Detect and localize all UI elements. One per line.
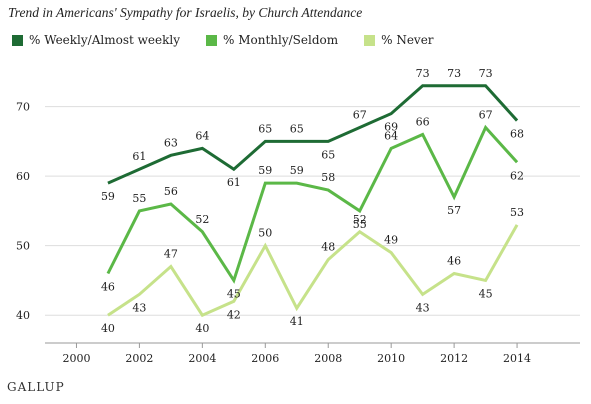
data-label-s2-2003: 47: [164, 248, 178, 261]
data-label-s0-2003: 63: [164, 136, 178, 149]
data-label-s2-2007: 41: [290, 315, 304, 328]
legend-label-weekly: % Weekly/Almost weekly: [29, 33, 180, 47]
data-label-s2-2006: 50: [258, 227, 272, 240]
data-label-s0-2010: 69: [384, 121, 398, 134]
data-label-s1-2012: 57: [447, 204, 461, 217]
x-tick-label-2002: 2002: [125, 352, 153, 365]
data-label-s0-2011: 73: [416, 67, 430, 80]
series-line-0: [107, 84, 519, 185]
data-label-s1-2001: 46: [101, 280, 115, 293]
y-tick-label-70: 70: [16, 101, 30, 114]
data-label-s0-2005: 61: [227, 176, 241, 189]
data-label-s1-2011: 66: [416, 115, 430, 128]
data-label-s1-2003: 56: [164, 185, 178, 198]
data-label-s1-2007: 59: [290, 164, 304, 177]
legend-swatch-monthly: [205, 34, 217, 46]
data-label-s0-2012: 73: [447, 67, 461, 80]
data-label-s0-2009: 67: [353, 109, 367, 122]
x-tick-label-2000: 2000: [62, 352, 90, 365]
chart-title: Trend in Americans' Sympathy for Israeli…: [8, 5, 363, 20]
y-tick-label-60: 60: [16, 170, 30, 183]
legend: % Weekly/Almost weekly % Monthly/Seldom …: [12, 33, 460, 47]
legend-label-never: % Never: [381, 33, 434, 47]
data-label-s1-2013: 67: [479, 109, 493, 122]
data-label-s2-2002: 43: [132, 301, 146, 314]
data-label-s0-2013: 73: [479, 67, 493, 80]
x-tick-label-2004: 2004: [188, 352, 216, 365]
data-label-s1-2009: 55: [353, 218, 367, 231]
data-label-s0-2014: 68: [510, 128, 524, 141]
data-label-s2-2013: 45: [479, 287, 493, 300]
x-tick-label-2014: 2014: [503, 352, 531, 365]
data-label-s1-2002: 55: [132, 192, 146, 205]
x-tick-label-2012: 2012: [440, 352, 468, 365]
data-label-s2-2001: 40: [101, 322, 115, 335]
legend-swatch-weekly: [12, 34, 23, 46]
data-label-s1-2014: 62: [510, 169, 524, 182]
x-tick-label-2008: 2008: [314, 352, 342, 365]
series-line-1: [106, 124, 519, 284]
series-line-2: [107, 224, 519, 318]
x-tick-label-2010: 2010: [377, 352, 405, 365]
data-label-s1-2008: 58: [321, 171, 335, 184]
data-label-s2-2009: 52: [353, 213, 367, 226]
y-tick-label-40: 40: [16, 309, 30, 322]
data-label-s0-2007: 65: [290, 122, 304, 135]
data-label-s0-2004: 64: [195, 129, 209, 142]
data-label-s2-2012: 46: [447, 254, 461, 267]
legend-item-monthly: % Monthly/Seldom: [205, 33, 339, 47]
data-label-s2-2014: 53: [510, 206, 524, 219]
data-label-s2-2010: 49: [384, 234, 398, 247]
legend-swatch-never: [364, 34, 376, 46]
data-label-s1-2005: 45: [227, 287, 241, 300]
data-label-s2-2008: 48: [321, 241, 335, 254]
x-tick-label-2006: 2006: [251, 352, 279, 365]
data-label-s1-2004: 52: [195, 213, 209, 226]
data-label-s2-2004: 40: [195, 322, 209, 335]
legend-label-monthly: % Monthly/Seldom: [222, 33, 339, 47]
data-label-s0-2001: 59: [101, 190, 115, 203]
data-label-s1-2010: 64: [384, 129, 398, 142]
data-label-s1-2006: 59: [258, 164, 272, 177]
y-tick-label-50: 50: [16, 240, 30, 253]
data-label-s2-2005: 42: [227, 308, 241, 321]
data-label-s2-2011: 43: [416, 301, 430, 314]
legend-item-never: % Never: [364, 33, 434, 47]
data-label-s0-2006: 65: [258, 122, 272, 135]
data-label-s0-2008: 65: [321, 148, 335, 161]
gallup-logo: GALLUP: [7, 380, 65, 394]
legend-item-weekly: % Weekly/Almost weekly: [12, 33, 180, 47]
data-label-s0-2002: 61: [132, 150, 146, 163]
